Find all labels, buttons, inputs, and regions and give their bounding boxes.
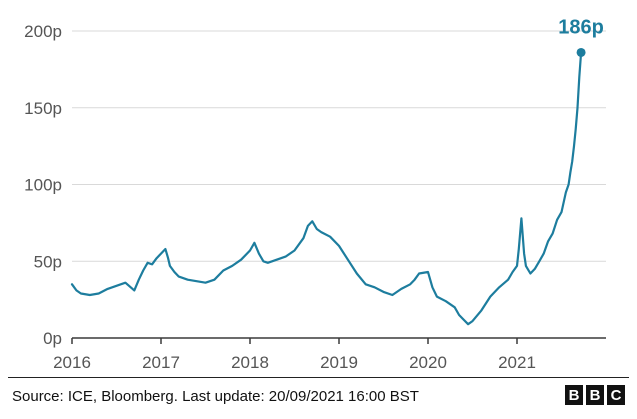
bbc-logo-letter-3: C [607, 385, 625, 405]
annotation-layer: 186p [558, 16, 604, 57]
chart-footer: Source: ICE, Bloomberg. Last update: 20/… [0, 377, 637, 419]
x-tick-label: 2021 [498, 353, 536, 372]
footer-divider [8, 377, 629, 378]
x-tick-label: 2016 [53, 353, 91, 372]
x-tick-label: 2019 [320, 353, 358, 372]
x-tick-label: 2018 [231, 353, 269, 372]
x-tick-label: 2017 [142, 353, 180, 372]
latest-value-label: 186p [558, 16, 604, 38]
y-axis-ticks: 0p 50p 100p 150p 200p [24, 22, 62, 348]
source-note: Source: ICE, Bloomberg. Last update: 20/… [12, 388, 419, 405]
series-layer [70, 51, 583, 326]
gridlines [72, 30, 606, 339]
y-tick-label: 200p [24, 22, 62, 41]
y-tick-label: 100p [24, 176, 62, 195]
price-series-line [70, 51, 583, 326]
bbc-logo-letter-2: B [586, 385, 604, 405]
x-axis-ticks: 2016 2017 2018 2019 2020 2021 [53, 338, 536, 372]
bbc-logo-letter-1: B [565, 385, 583, 405]
y-tick-label: 150p [24, 99, 62, 118]
x-tick-label: 2020 [409, 353, 447, 372]
y-tick-label: 50p [34, 252, 62, 271]
bbc-logo: B B C [565, 385, 625, 405]
y-tick-label: 0p [43, 329, 62, 348]
end-point-marker [576, 47, 586, 57]
